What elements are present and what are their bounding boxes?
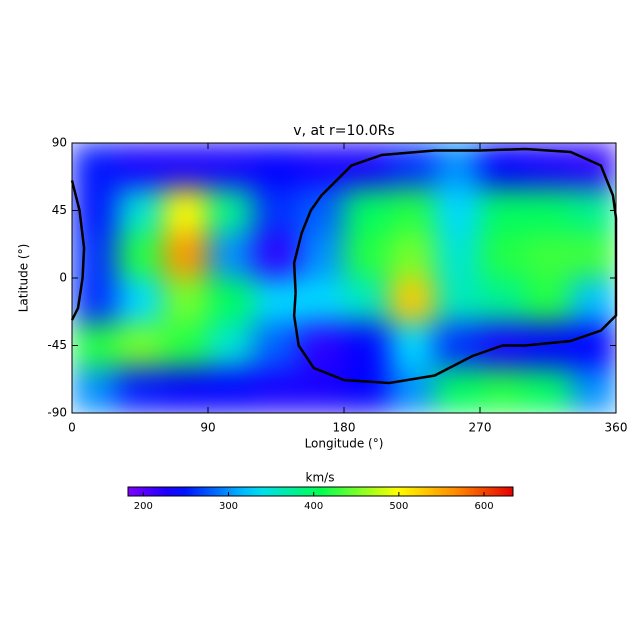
y-tick-label: 90 — [52, 136, 67, 150]
chart-title: v, at r=10.0Rs — [293, 123, 394, 139]
heat-cell — [434, 278, 481, 324]
heat-cell — [389, 323, 436, 369]
heat-cell — [162, 278, 209, 324]
heat-cell — [570, 323, 616, 369]
heat-cell — [389, 278, 436, 324]
y-tick-label: -45 — [47, 338, 67, 352]
heat-cell — [344, 188, 390, 234]
heat-cell — [162, 233, 209, 279]
heat-cell — [253, 143, 300, 189]
heat-cell — [570, 188, 616, 234]
y-tick-label: 45 — [52, 203, 67, 217]
heat-cell — [117, 278, 164, 324]
x-tick-label: 270 — [469, 421, 492, 435]
heat-cell — [117, 323, 164, 369]
colorbar-tick-label: 300 — [219, 501, 238, 512]
heat-cell — [480, 278, 526, 324]
heat-cell — [344, 323, 390, 369]
colorbar-label: km/s — [306, 471, 335, 485]
heat-cell — [162, 368, 209, 413]
x-tick-label: 90 — [200, 421, 215, 435]
heat-cell — [570, 368, 616, 413]
x-tick-label: 0 — [68, 421, 76, 435]
heat-cell — [344, 233, 390, 279]
heat-cell — [434, 323, 481, 369]
heat-cell — [480, 233, 526, 279]
heat-cell — [72, 368, 118, 413]
y-tick-label: 0 — [59, 271, 67, 285]
colorbar-tick-label: 400 — [304, 501, 323, 512]
heat-cell — [208, 143, 254, 189]
heat-cell — [253, 188, 300, 234]
heat-cell — [434, 233, 481, 279]
heat-cell — [72, 323, 118, 369]
heat-cell — [570, 233, 616, 279]
heat-cell — [162, 188, 209, 234]
heat-cell — [298, 278, 345, 324]
heat-cell — [253, 368, 300, 413]
heat-cell — [253, 233, 300, 279]
heat-cell — [208, 233, 254, 279]
heat-cell — [72, 143, 118, 189]
heat-cell — [389, 233, 436, 279]
heat-cell — [525, 233, 572, 279]
heat-cell — [525, 188, 572, 234]
heat-cell — [117, 143, 164, 189]
heat-cell — [208, 188, 254, 234]
heat-cell — [72, 233, 118, 279]
heat-cell — [162, 323, 209, 369]
heat-cell — [570, 143, 616, 189]
heat-cell — [208, 278, 254, 324]
heat-cell — [253, 323, 300, 369]
y-axis-label: Latitude (°) — [17, 244, 31, 313]
heat-cell — [253, 278, 300, 324]
heat-cell — [344, 278, 390, 324]
heat-cell — [208, 368, 254, 413]
colorbar-tick-label: 600 — [474, 501, 493, 512]
x-axis-label: Longitude (°) — [305, 437, 384, 451]
x-tick-label: 180 — [333, 421, 356, 435]
heat-cell — [117, 368, 164, 413]
heat-cell — [525, 278, 572, 324]
heat-cell — [434, 368, 481, 413]
heat-cell — [298, 143, 345, 189]
heat-cell — [480, 368, 526, 413]
colorbar — [127, 486, 514, 497]
heat-cell — [389, 188, 436, 234]
heat-cell — [162, 143, 209, 189]
heat-cell — [117, 233, 164, 279]
heat-cell — [344, 368, 390, 413]
y-tick-label: -90 — [47, 406, 67, 420]
contour-line — [70, 180, 86, 321]
contours — [70, 147, 618, 385]
heat-cell — [480, 188, 526, 234]
colorbar-tick-label: 500 — [389, 501, 408, 512]
heat-cell — [434, 188, 481, 234]
heat-cell — [117, 188, 164, 234]
heat-cell — [298, 368, 345, 413]
heat-cell — [298, 323, 345, 369]
heat-cell — [389, 368, 436, 413]
heat-cell — [298, 233, 345, 279]
colorbar-tick-label: 200 — [134, 501, 153, 512]
heat-cell — [208, 323, 254, 369]
x-tick-label: 360 — [605, 421, 628, 435]
heat-cell — [570, 278, 616, 324]
heatmap — [72, 143, 616, 413]
heat-cell — [525, 368, 572, 413]
contour-line — [292, 147, 618, 385]
